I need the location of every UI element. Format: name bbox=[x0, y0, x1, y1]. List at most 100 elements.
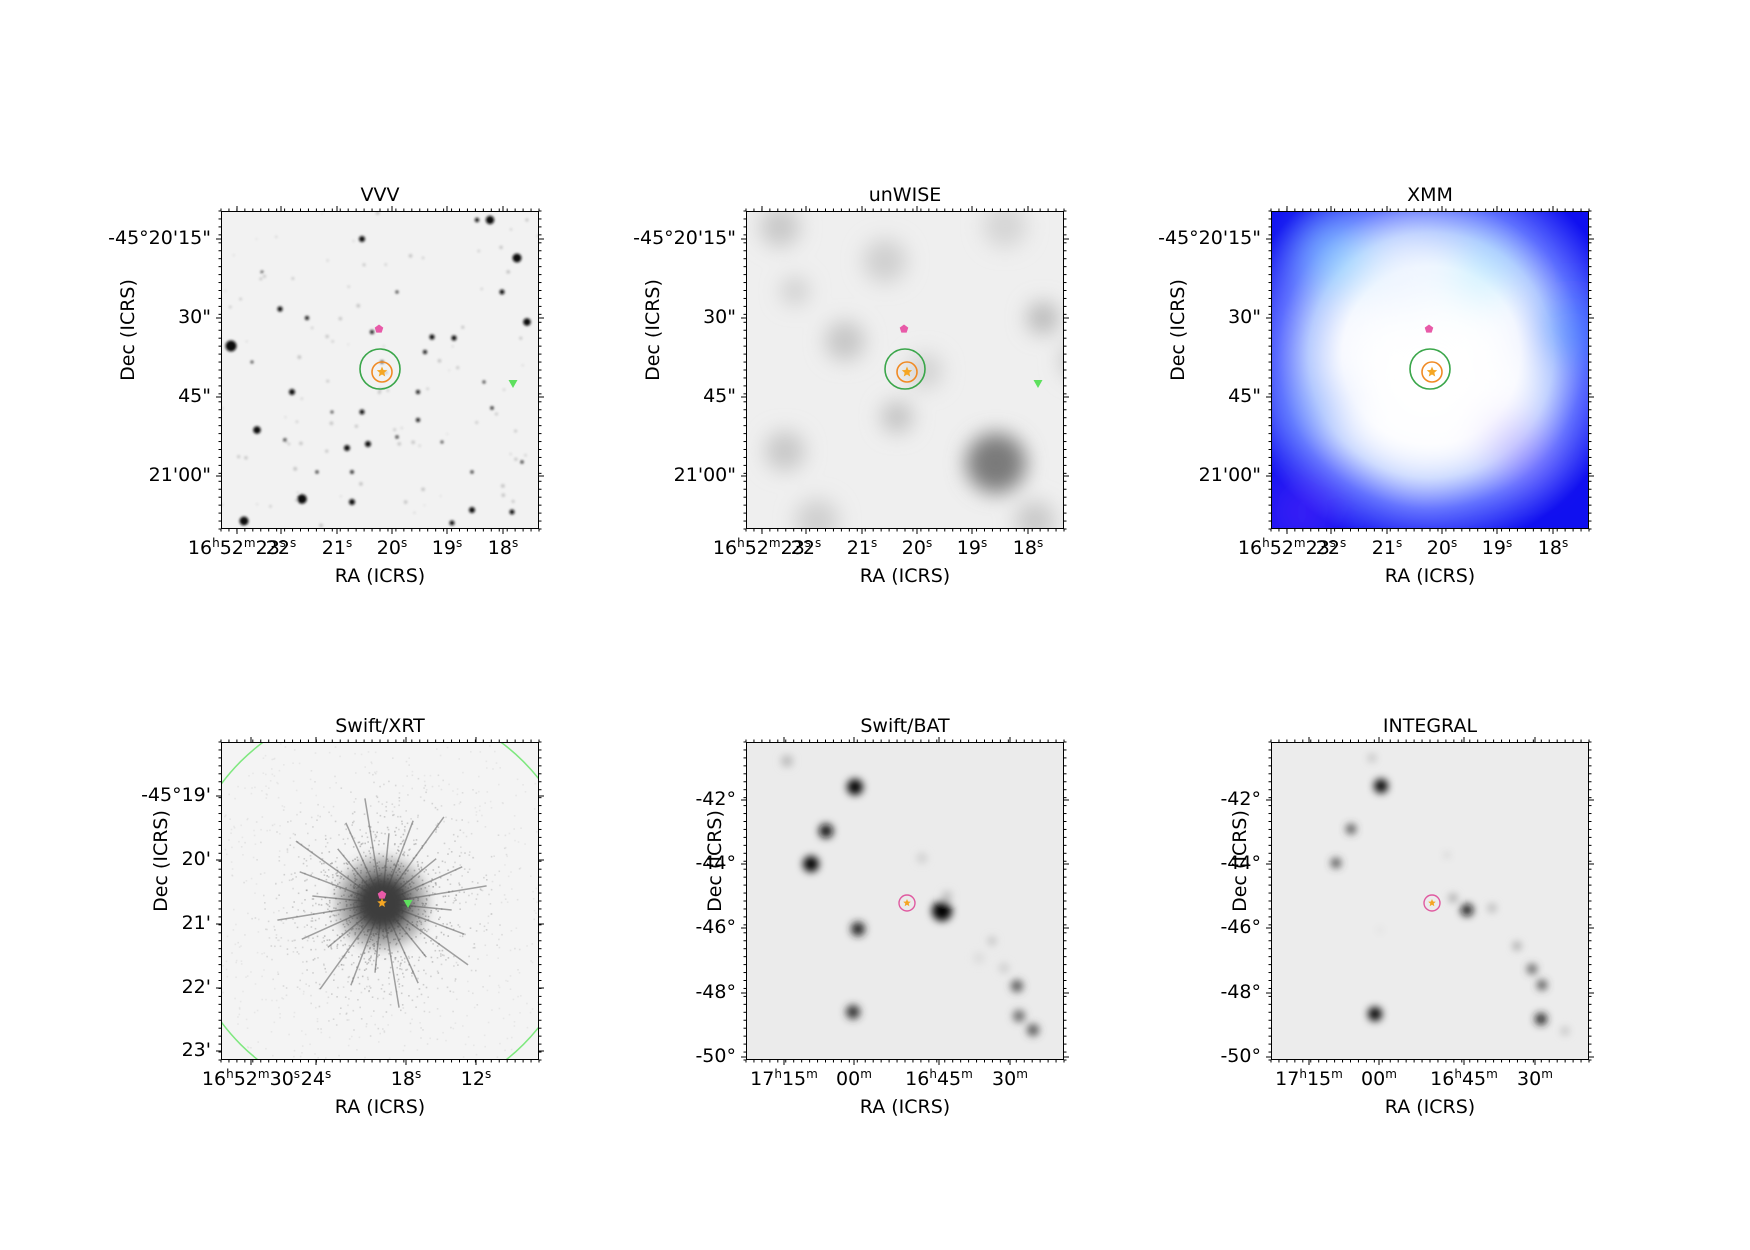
y-tick-label: -46° bbox=[695, 916, 736, 938]
y-tick-label: 45" bbox=[178, 385, 211, 407]
y-tick-label: 45" bbox=[703, 385, 736, 407]
x-tick-label: 19s bbox=[1481, 536, 1513, 559]
panel-title: VVV bbox=[360, 184, 400, 206]
x-tick-label: 16h52m23s bbox=[712, 536, 812, 559]
y-tick-label: -48° bbox=[695, 981, 736, 1003]
source-markers bbox=[359, 324, 518, 390]
x-tick-label: 16h52m23s bbox=[187, 536, 287, 559]
y-tick-label: 21' bbox=[181, 912, 211, 934]
star-icon bbox=[376, 366, 388, 377]
sky-image bbox=[222, 212, 538, 528]
y-tick-label: 22' bbox=[181, 976, 211, 998]
x-tick-label: 30m bbox=[1517, 1067, 1553, 1090]
x-axis-label: RA (ICRS) bbox=[1384, 565, 1476, 587]
image-frame bbox=[746, 211, 1064, 529]
pink-circle-icon bbox=[898, 894, 916, 912]
x-axis-label: RA (ICRS) bbox=[334, 1096, 426, 1118]
orange-circle-icon bbox=[1421, 361, 1443, 383]
y-axis-label: Dec (ICRS) bbox=[117, 279, 140, 381]
triangle-icon bbox=[1033, 380, 1043, 388]
x-tick-label: 18s bbox=[487, 536, 519, 559]
panel-title: unWISE bbox=[868, 184, 942, 206]
x-tick-label: 18s bbox=[390, 1067, 422, 1090]
y-axis-label: Dec (ICRS) bbox=[704, 810, 727, 912]
x-tick-label: 30m bbox=[992, 1067, 1028, 1090]
triangle-icon bbox=[403, 900, 413, 908]
image-frame bbox=[221, 742, 539, 1060]
image-frame bbox=[1271, 742, 1589, 1060]
x-tick-label: 17h15m bbox=[750, 1067, 818, 1090]
y-tick-label: -46° bbox=[1220, 916, 1261, 938]
x-axis-label: RA (ICRS) bbox=[334, 565, 426, 587]
x-tick-label: 21s bbox=[321, 536, 353, 559]
x-tick-label: 24s bbox=[300, 1067, 332, 1090]
x-tick-label: 22s bbox=[1315, 536, 1347, 559]
pink-circle-icon bbox=[1423, 894, 1441, 912]
x-axis-label: RA (ICRS) bbox=[1384, 1096, 1476, 1118]
x-tick-label: 20s bbox=[376, 536, 408, 559]
y-tick-label: 21'00" bbox=[148, 464, 211, 486]
x-tick-label: 12s bbox=[460, 1067, 492, 1090]
x-tick-label: 21s bbox=[846, 536, 878, 559]
source-markers bbox=[1409, 324, 1451, 390]
x-tick-label: 16h45m bbox=[1430, 1067, 1498, 1090]
y-tick-label: -45°20'15" bbox=[108, 227, 211, 249]
pentagon-icon bbox=[377, 890, 387, 899]
x-tick-label: 22s bbox=[790, 536, 822, 559]
bat-sources bbox=[781, 755, 1039, 1036]
source-markers bbox=[377, 890, 413, 908]
star-icon bbox=[903, 899, 911, 907]
y-tick-label: -45°19' bbox=[141, 784, 211, 806]
x-tick-label: 22s bbox=[265, 536, 297, 559]
sky-image bbox=[1331, 754, 1569, 1035]
image-frame bbox=[1271, 211, 1589, 529]
x-tick-label: 00m bbox=[1361, 1067, 1397, 1090]
x-tick-label: 00m bbox=[836, 1067, 872, 1090]
xmm-emission-clumps bbox=[1272, 217, 1588, 528]
orange-circle-icon bbox=[371, 361, 393, 383]
y-tick-label: 21'00" bbox=[1198, 464, 1261, 486]
y-tick-label: -50° bbox=[695, 1045, 736, 1067]
green-circle-icon bbox=[359, 348, 401, 390]
pentagon-icon bbox=[374, 324, 384, 333]
y-tick-label: 30" bbox=[1228, 306, 1261, 328]
unwise-field-sources bbox=[760, 212, 1063, 528]
x-tick-label: 20s bbox=[1426, 536, 1458, 559]
pentagon-icon bbox=[899, 324, 909, 333]
y-tick-label: 23' bbox=[181, 1039, 211, 1061]
x-tick-label: 19s bbox=[956, 536, 988, 559]
panel-title: INTEGRAL bbox=[1382, 715, 1478, 737]
y-tick-label: 21'00" bbox=[673, 464, 736, 486]
sky-image bbox=[222, 743, 538, 1059]
y-axis-label: Dec (ICRS) bbox=[1167, 279, 1190, 381]
x-tick-label: 18s bbox=[1012, 536, 1044, 559]
triangle-icon bbox=[508, 380, 518, 388]
y-tick-label: -44° bbox=[695, 852, 736, 874]
pentagon-icon bbox=[1424, 324, 1434, 333]
y-tick-label: -50° bbox=[1220, 1045, 1261, 1067]
image-frame bbox=[746, 742, 1064, 1060]
source-markers bbox=[884, 324, 1043, 390]
y-tick-label: -48° bbox=[1220, 981, 1261, 1003]
y-tick-label: -45°20'15" bbox=[633, 227, 736, 249]
integral-sources bbox=[1331, 754, 1569, 1035]
orange-circle-icon bbox=[896, 361, 918, 383]
source-markers bbox=[1423, 894, 1441, 912]
x-axis-label: RA (ICRS) bbox=[859, 565, 951, 587]
star-icon bbox=[377, 898, 387, 908]
y-axis-label: Dec (ICRS) bbox=[1229, 810, 1252, 912]
green-circle-icon bbox=[884, 348, 926, 390]
y-tick-label: 30" bbox=[178, 306, 211, 328]
green-circle-icon bbox=[1409, 348, 1451, 390]
x-tick-label: 18s bbox=[1537, 536, 1569, 559]
y-tick-label: -44° bbox=[1220, 852, 1261, 874]
star-icon bbox=[1426, 366, 1438, 377]
y-tick-label: 20' bbox=[181, 848, 211, 870]
x-tick-label: 17h15m bbox=[1275, 1067, 1343, 1090]
sky-image bbox=[760, 212, 1063, 528]
y-tick-label: 30" bbox=[703, 306, 736, 328]
sky-image bbox=[1272, 212, 1588, 528]
source-markers bbox=[898, 894, 916, 912]
star-icon bbox=[1428, 899, 1436, 907]
x-tick-label: 16h52m30s bbox=[201, 1067, 301, 1090]
